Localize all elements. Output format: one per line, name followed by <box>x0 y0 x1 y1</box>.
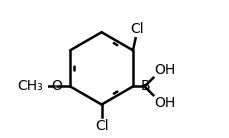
Text: CH₃: CH₃ <box>17 79 43 93</box>
Text: Cl: Cl <box>130 22 143 36</box>
Text: B: B <box>141 79 150 93</box>
Text: OH: OH <box>153 96 174 110</box>
Text: O: O <box>51 79 61 93</box>
Text: Cl: Cl <box>94 119 108 133</box>
Text: OH: OH <box>153 63 174 77</box>
